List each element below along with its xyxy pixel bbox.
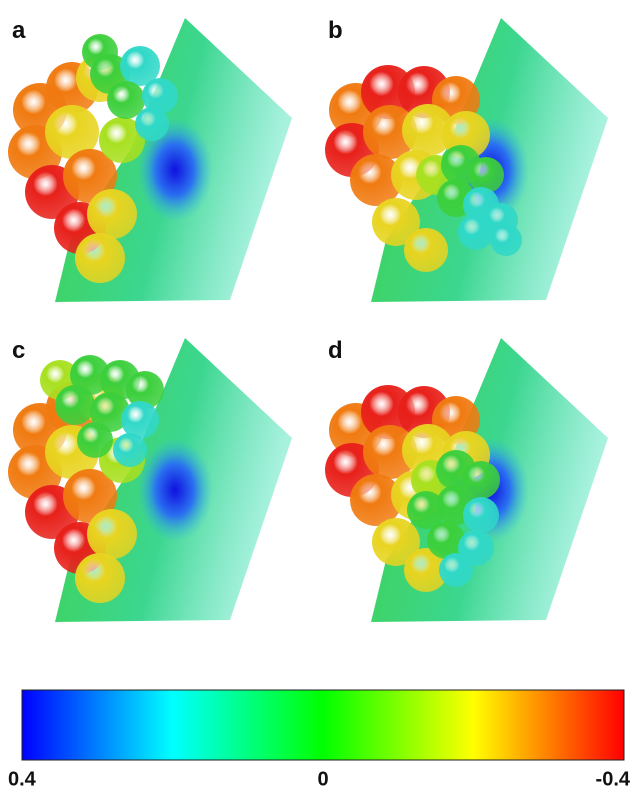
- atom: [113, 433, 147, 467]
- atom: [402, 104, 454, 156]
- potential-dip: [137, 438, 213, 542]
- atom: [63, 469, 117, 523]
- atom: [87, 189, 137, 239]
- atom: [99, 117, 145, 163]
- atom: [135, 107, 169, 141]
- atom: [120, 46, 160, 86]
- atom: [458, 214, 494, 250]
- atom: [490, 224, 522, 256]
- atom: [363, 105, 417, 159]
- panel: d: [325, 337, 608, 622]
- atom: [463, 497, 499, 533]
- tick-label: 0.4: [8, 768, 37, 790]
- panel-label: c: [12, 337, 25, 364]
- atom: [372, 198, 420, 246]
- atom: [404, 228, 448, 272]
- panel: c: [8, 337, 292, 622]
- atom: [372, 518, 420, 566]
- atom: [350, 154, 402, 206]
- panel-label: a: [12, 17, 26, 44]
- atom: [77, 422, 113, 458]
- atom: [439, 553, 473, 587]
- panel-label: b: [328, 17, 343, 44]
- panel: b: [325, 17, 608, 302]
- atom: [350, 474, 402, 526]
- atom: [407, 491, 445, 529]
- atom: [87, 509, 137, 559]
- atom: [55, 385, 95, 425]
- atom: [63, 149, 117, 203]
- potential-dip: [137, 118, 213, 222]
- atom: [121, 401, 159, 439]
- atom: [126, 371, 164, 409]
- atom: [462, 461, 500, 499]
- atom: [70, 355, 110, 395]
- panel: a: [8, 17, 292, 302]
- panel-label: d: [328, 337, 343, 364]
- atom: [363, 425, 417, 479]
- atom: [468, 157, 504, 193]
- atom: [404, 548, 448, 592]
- atom: [107, 81, 145, 119]
- tick-label: 0: [317, 768, 328, 790]
- tick-label: -0.4: [596, 768, 631, 790]
- atom: [90, 392, 130, 432]
- atom: [75, 553, 125, 603]
- atom: [45, 105, 99, 159]
- atom: [361, 385, 415, 439]
- colorbar: [21, 689, 625, 761]
- atom: [361, 65, 415, 119]
- atom: [142, 78, 178, 114]
- atom: [458, 530, 494, 566]
- atom: [427, 521, 465, 559]
- atom: [75, 233, 125, 283]
